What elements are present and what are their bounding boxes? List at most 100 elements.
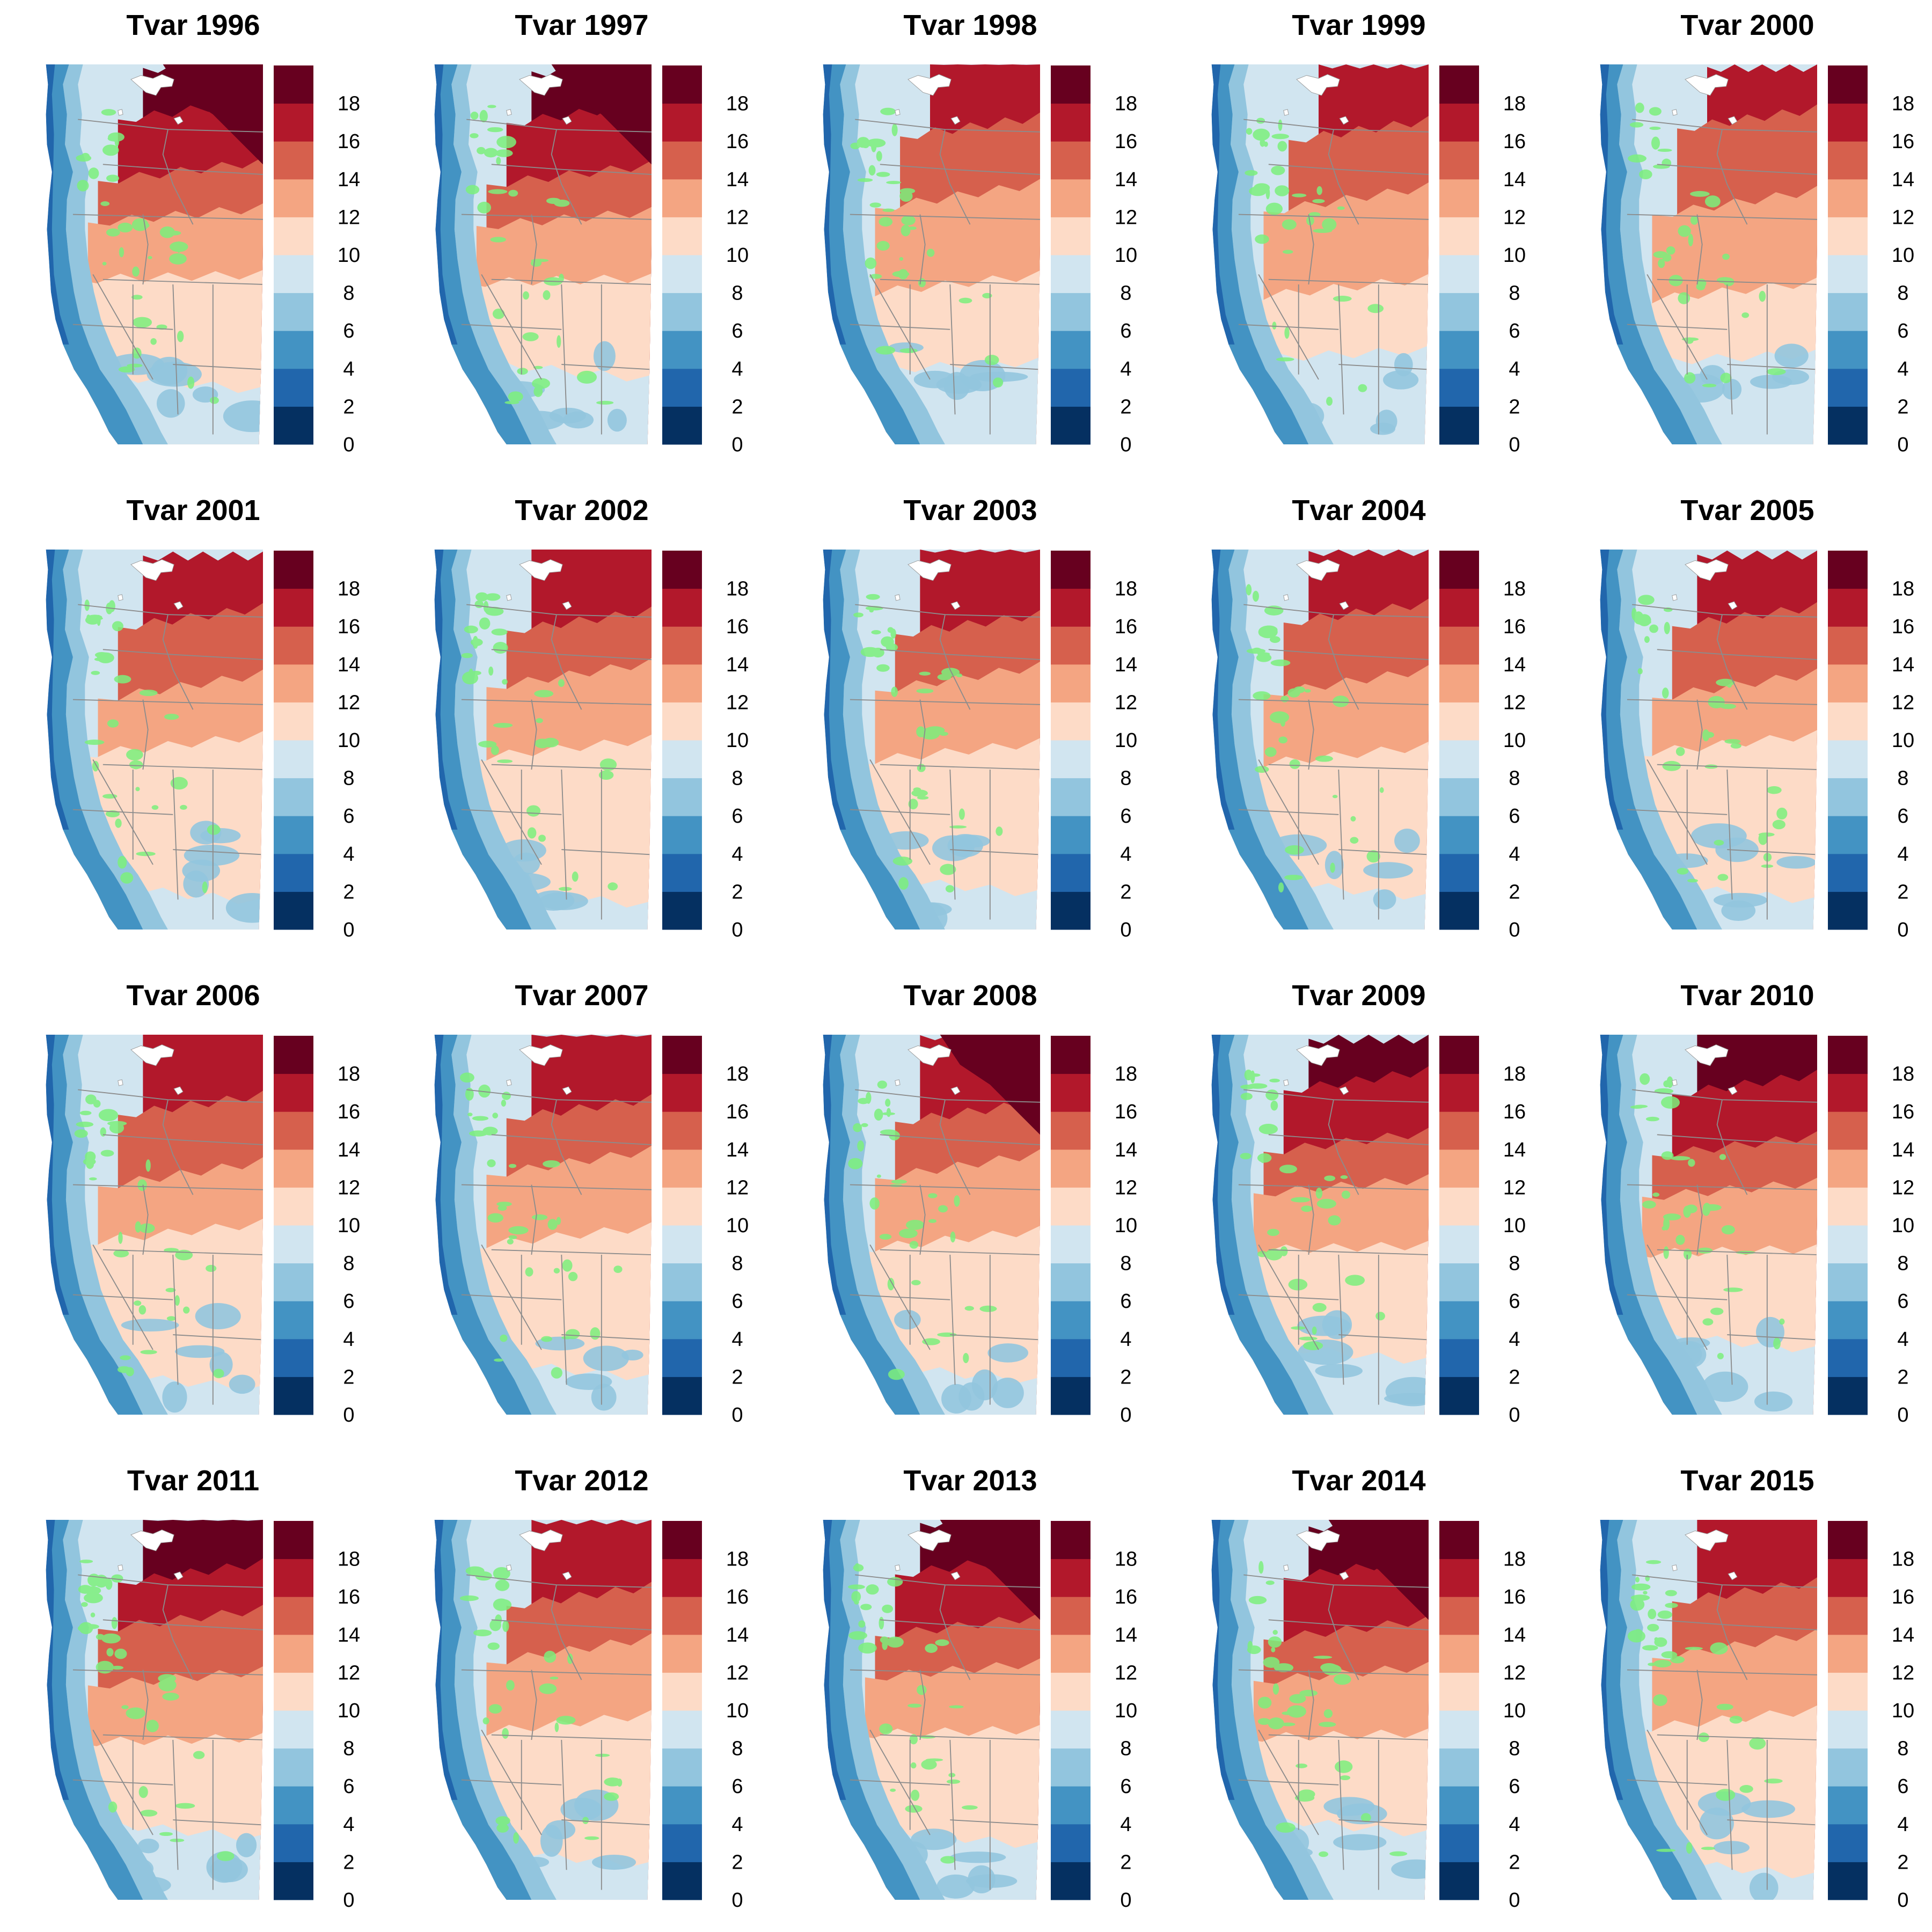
- coastal-band: [823, 1520, 920, 1900]
- coastal-band: [840, 550, 945, 930]
- lake-shape: [1685, 1529, 1729, 1552]
- colorbar-tick-label: 10: [1892, 1700, 1914, 1722]
- colorbar-tick-label: 6: [1509, 1775, 1520, 1798]
- colorbar-tick-label: 14: [338, 169, 360, 191]
- climate-map: [1211, 1035, 1429, 1415]
- lake-shape: [895, 594, 901, 601]
- colorbar-segment: [1828, 551, 1868, 589]
- colorbar-tick-label: 14: [1503, 654, 1526, 676]
- colorbar-tick-label: 8: [1120, 282, 1131, 305]
- panel-title: Tvar 2003: [903, 494, 1037, 526]
- colorbar-tick-label: 12: [1115, 691, 1137, 714]
- colorbar-segment: [274, 1225, 313, 1264]
- temperature-band: [936, 1874, 975, 1899]
- colorbar-tick-label: 4: [343, 1813, 354, 1836]
- colorbar-segment: [1439, 1786, 1479, 1825]
- lake-shape: [895, 109, 901, 116]
- colorbar-segment: [662, 816, 702, 854]
- lake-shape: [118, 1079, 123, 1086]
- colorbar-tick-label: 4: [1509, 358, 1520, 380]
- colorbar-tick-label: 16: [1503, 616, 1526, 638]
- colorbar-segment: [662, 664, 702, 702]
- map-panel-2010: Tvar 2010 0 2 4 6 8 10 12 14 16 18: [1600, 979, 1914, 1426]
- coastal-band: [1600, 1035, 1697, 1415]
- colorbar-tick-label: 16: [1115, 616, 1137, 638]
- colorbar-tick-label: 8: [1120, 1253, 1131, 1275]
- colorbar-tick-label: 14: [1892, 1139, 1914, 1161]
- colorbar-tick-label: 14: [726, 1624, 749, 1646]
- colorbar-segment: [662, 103, 702, 142]
- colorbar-segment: [1439, 702, 1479, 741]
- colorbar-tick-label: 14: [726, 1139, 749, 1161]
- temperature-band: [565, 1373, 612, 1390]
- coastal-band: [1211, 1035, 1309, 1415]
- temperature-band: [966, 1874, 1018, 1888]
- colorbar-segment: [1828, 1786, 1868, 1825]
- colorbar-segment: [1439, 255, 1479, 294]
- colorbar-segment: [1051, 331, 1091, 369]
- colorbar-segment: [1439, 1338, 1479, 1377]
- colorbar-segment: [274, 179, 313, 217]
- temperature-band: [1322, 1310, 1352, 1340]
- temperature-band: [137, 1838, 159, 1854]
- colorbar-segment: [1828, 1073, 1868, 1112]
- coastal-band: [46, 550, 69, 830]
- panel-title: Tvar 2008: [903, 979, 1037, 1012]
- colorbar-segment: [1051, 292, 1091, 331]
- lake-shape: [950, 1571, 961, 1580]
- colorbar-segment: [1439, 1301, 1479, 1340]
- forest-overlay: [1630, 1073, 1785, 1359]
- colorbar-segment: [1051, 853, 1091, 892]
- coastal-band: [1600, 1035, 1623, 1315]
- colorbar-tick-label: 8: [731, 767, 743, 790]
- temperature-band: [545, 1820, 576, 1840]
- climate-map: [1211, 64, 1429, 445]
- climate-map: [434, 1035, 652, 1415]
- lake-shape: [562, 1086, 572, 1095]
- colorbar-tick-label: 4: [1509, 1328, 1520, 1351]
- colorbar-segment: [274, 255, 313, 294]
- lake-shape: [519, 559, 563, 581]
- colorbar-tick-label: 14: [1115, 1624, 1137, 1646]
- colorbar-segment: [1439, 551, 1479, 589]
- colorbar-tick-label: 2: [1120, 396, 1131, 418]
- temperature-band: [1754, 1391, 1793, 1412]
- colorbar-segment: [274, 1338, 313, 1377]
- temperature-band: [913, 370, 956, 389]
- forest-overlay: [460, 1072, 623, 1379]
- state-borders: [850, 604, 1041, 920]
- colorbar: 0 2 4 6 8 10 12 14 16 18: [1828, 551, 1914, 941]
- lake-shape: [1339, 601, 1349, 610]
- lake-shape: [1339, 1571, 1349, 1580]
- temperature-band: [991, 1378, 1024, 1408]
- colorbar-tick-label: 8: [1509, 1253, 1520, 1275]
- lake-shape: [130, 1044, 174, 1066]
- map-panel-2015: Tvar 2015 0 2 4 6 8 10 12 14 16 18: [1600, 1465, 1914, 1912]
- colorbar-segment: [1051, 255, 1091, 294]
- colorbar-segment: [1051, 702, 1091, 741]
- colorbar-tick-label: 4: [731, 1813, 743, 1836]
- panel-title: Tvar 2005: [1680, 494, 1814, 526]
- colorbar-segment: [1828, 292, 1868, 331]
- colorbar-segment: [1051, 406, 1091, 445]
- colorbar-segment: [1439, 1748, 1479, 1787]
- colorbar-segment: [1828, 626, 1868, 665]
- lake-shape: [173, 1571, 184, 1580]
- colorbar: 0 2 4 6 8 10 12 14 16 18: [1051, 551, 1137, 941]
- colorbar-segment: [274, 1301, 313, 1340]
- colorbar-tick-label: 12: [338, 206, 360, 229]
- temperature-band: [593, 341, 616, 371]
- colorbar-tick-label: 4: [1509, 843, 1520, 866]
- colorbar-segment: [1051, 1521, 1091, 1560]
- colorbar-segment: [274, 1672, 313, 1711]
- colorbar-tick-label: 18: [726, 578, 749, 601]
- colorbar-segment: [274, 778, 313, 816]
- colorbar-tick-label: 16: [1892, 1586, 1914, 1608]
- lake-shape: [1672, 1564, 1678, 1571]
- colorbar-segment: [1828, 1558, 1868, 1597]
- colorbar-tick-label: 18: [338, 93, 360, 115]
- lake-shape: [118, 109, 123, 116]
- colorbar: 0 2 4 6 8 10 12 14 16 18: [1439, 1036, 1526, 1426]
- lake-shape: [1283, 594, 1289, 601]
- lake-shape: [173, 1086, 184, 1095]
